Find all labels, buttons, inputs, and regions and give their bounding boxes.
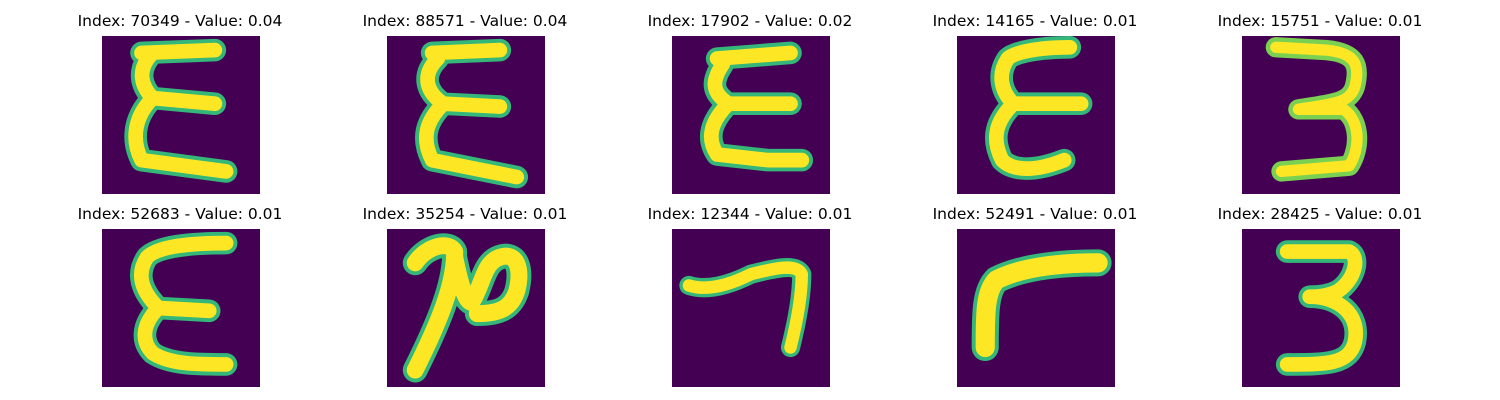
panel-5: Index: 15751 - Value: 0.01 (1200, 11, 1440, 196)
three-glyph (1275, 240, 1367, 376)
panel-title: Index: 14165 - Value: 0.01 (932, 12, 1138, 30)
epsilon-glyph (415, 38, 529, 189)
panel-title: Index: 28425 - Value: 0.01 (1217, 205, 1423, 223)
panel-10: Index: 28425 - Value: 0.01 (1200, 204, 1440, 389)
digit-image (957, 36, 1115, 194)
panel-9: Index: 52491 - Value: 0.01 (915, 204, 1155, 389)
seven-glyph (679, 258, 812, 358)
digit-image (1242, 229, 1400, 387)
epsilon-glyph (985, 36, 1093, 180)
panel-title: Index: 12344 - Value: 0.01 (647, 205, 853, 223)
epsilon-glyph (700, 41, 814, 172)
panel-1: Index: 70349 - Value: 0.04 (60, 11, 300, 196)
digit-image (672, 36, 830, 194)
panel-title: Index: 35254 - Value: 0.01 (362, 205, 568, 223)
three-glyph (1265, 37, 1368, 182)
epsilon-glyph (124, 38, 238, 183)
panel-title: Index: 70349 - Value: 0.04 (77, 12, 283, 30)
panel-2: Index: 88571 - Value: 0.04 (345, 11, 585, 196)
digit-image (102, 229, 260, 387)
panel-title: Index: 15751 - Value: 0.01 (1217, 12, 1423, 30)
panel-title: Index: 17902 - Value: 0.02 (647, 12, 853, 30)
panel-title: Index: 88571 - Value: 0.04 (362, 12, 568, 30)
digit-image (102, 36, 260, 194)
seven-glyph (971, 249, 1112, 362)
digit-image (672, 229, 830, 387)
panel-8: Index: 12344 - Value: 0.01 (630, 204, 870, 389)
two-glyph (402, 233, 532, 383)
digit-image (387, 36, 545, 194)
panel-6: Index: 52683 - Value: 0.01 (60, 204, 300, 389)
digit-image (957, 229, 1115, 387)
panel-title: Index: 52683 - Value: 0.01 (77, 205, 283, 223)
panel-3: Index: 17902 - Value: 0.02 (630, 11, 870, 196)
panel-title: Index: 52491 - Value: 0.01 (932, 205, 1138, 223)
digit-image (1242, 36, 1400, 194)
panel-4: Index: 14165 - Value: 0.01 (915, 11, 1155, 196)
epsilon-glyph (130, 231, 238, 376)
digit-image (387, 229, 545, 387)
panel-7: Index: 35254 - Value: 0.01 (345, 204, 585, 389)
